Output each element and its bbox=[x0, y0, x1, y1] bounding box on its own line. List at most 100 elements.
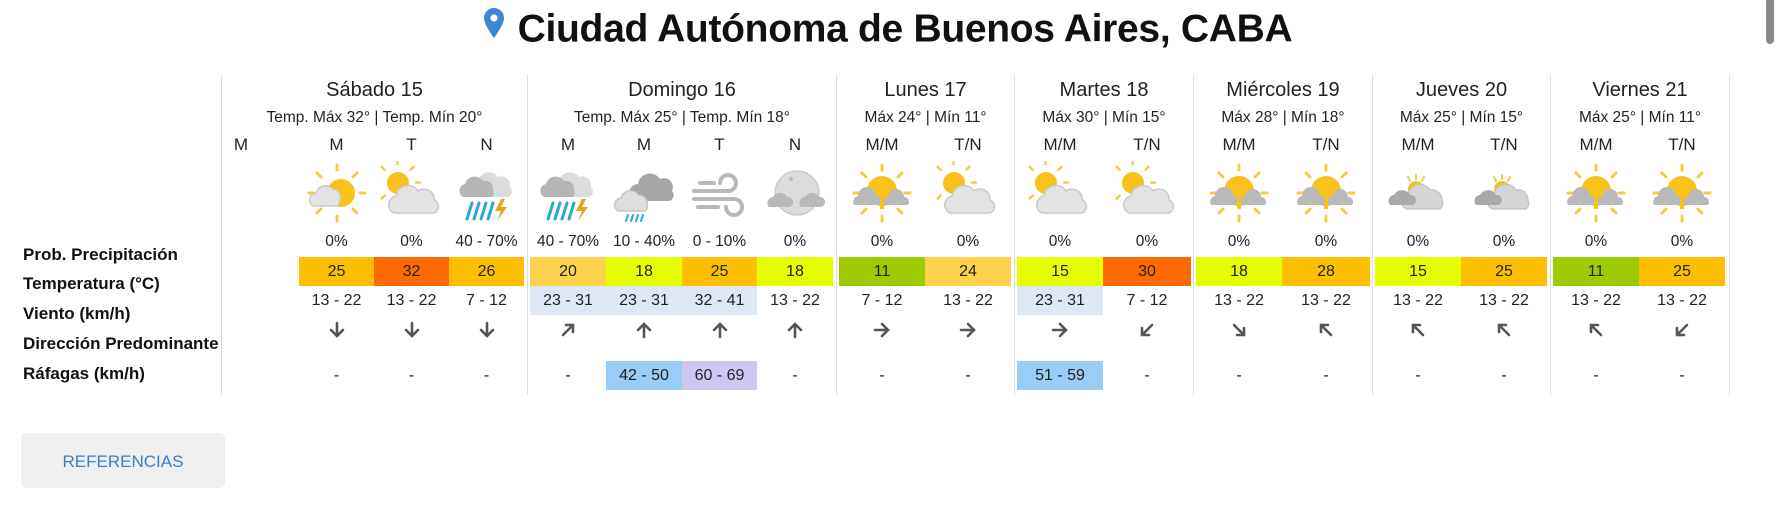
period-column: T 0 - 10% 25 32 - 41 60 - 69 bbox=[682, 75, 757, 395]
arrow-up-icon bbox=[682, 320, 757, 344]
day-temps: Máx 24° | Mín 11° bbox=[864, 109, 987, 126]
gust-value: - bbox=[1323, 367, 1329, 384]
references-button[interactable]: REFERENCIAS bbox=[21, 433, 225, 488]
label-gusts: Ráfagas (km/h) bbox=[23, 364, 145, 383]
day-name: Lunes 17 bbox=[884, 79, 967, 101]
gust-value: - bbox=[879, 367, 885, 384]
wind-value: 23 - 31 bbox=[1017, 286, 1103, 315]
arrow-southwest-icon bbox=[1639, 320, 1725, 344]
temp-cell: 15 bbox=[1375, 257, 1461, 286]
wind-value: 13 - 22 bbox=[1214, 292, 1264, 309]
temp-cell: 28 bbox=[1282, 257, 1370, 286]
precip-value: 0% bbox=[1314, 233, 1338, 250]
temp-cell: 18 bbox=[606, 257, 682, 286]
location-pin-icon bbox=[483, 4, 504, 48]
period-label: M/M bbox=[1222, 135, 1256, 154]
arrow-up-icon bbox=[757, 320, 833, 344]
sun-partly-cloudy-icon bbox=[1564, 161, 1628, 225]
day-temps: Temp. Máx 25° | Temp. Mín 18° bbox=[573, 109, 790, 126]
cloud-light-rain-icon bbox=[612, 161, 676, 225]
period-column: M bbox=[222, 75, 259, 395]
precip-value: 0 - 10% bbox=[692, 233, 747, 250]
day-name: Martes 18 bbox=[1059, 79, 1149, 101]
period-label: M bbox=[560, 135, 576, 154]
precip-value: 40 - 70% bbox=[455, 233, 518, 250]
precip-value: 0% bbox=[1670, 233, 1694, 250]
day-name: Domingo 16 bbox=[628, 79, 736, 101]
precip-value: 0% bbox=[1492, 233, 1516, 250]
arrow-right-icon bbox=[925, 320, 1011, 344]
gust-value: - bbox=[565, 367, 571, 384]
period-label: T/N bbox=[954, 135, 982, 154]
precip-value: 10 - 40% bbox=[612, 233, 676, 250]
day-sabado-15: Sábado 15 Temp. Máx 32° | Temp. Mín 20° bbox=[222, 75, 527, 395]
period-column: M/M 0% 18 13 - 22 - bbox=[1196, 75, 1282, 395]
wind-value: 13 - 22 bbox=[1657, 292, 1707, 309]
day-sabado-periods: M M 0% 25 13 - 22 - T 0% 32 13 - 22 - N … bbox=[222, 75, 527, 395]
period-column: T 0% 32 13 - 22 - bbox=[373, 75, 449, 395]
label-direction: Dirección Predominante bbox=[23, 334, 219, 353]
period-column: T/N 0% 30 7 - 12 - bbox=[1103, 75, 1191, 395]
gust-value: - bbox=[1593, 367, 1599, 384]
period-label: M bbox=[329, 135, 344, 154]
arrow-northeast-icon bbox=[530, 320, 606, 344]
period-column: M 40 - 70% 20 23 - 31 - bbox=[530, 75, 606, 395]
period-column: T/N 0% 24 13 - 22 - bbox=[925, 75, 1011, 395]
location-title: Ciudad Autónoma de Buenos Aires, CABA bbox=[517, 7, 1293, 51]
scrollbar[interactable] bbox=[1762, 0, 1776, 511]
temp-cell: 25 bbox=[299, 257, 374, 286]
sun-partly-cloudy-icon bbox=[1650, 161, 1714, 225]
period-column: M 10 - 40% 18 23 - 31 42 - 50 bbox=[606, 75, 682, 395]
wind-value: 32 - 41 bbox=[682, 286, 757, 315]
arrow-northwest-icon bbox=[1553, 320, 1639, 344]
day-miercoles-19: Miércoles 19 Máx 28° | Mín 18° M/M 0% 18… bbox=[1194, 75, 1372, 395]
label-precip: Prob. Precipitación bbox=[23, 245, 178, 264]
day-temps: Temp. Máx 32° | Temp. Mín 20° bbox=[266, 109, 483, 126]
wind-value: 23 - 31 bbox=[606, 286, 682, 315]
period-label: N bbox=[788, 135, 802, 154]
temp-cell: 25 bbox=[682, 257, 757, 286]
divider bbox=[1014, 75, 1015, 395]
scrollbar-thumb[interactable] bbox=[1766, 0, 1774, 44]
period-label: T/N bbox=[1668, 135, 1696, 154]
day-temps: Máx 28° | Mín 18° bbox=[1221, 109, 1345, 126]
period-column: M/M 0% 15 23 - 31 51 - 59 bbox=[1017, 75, 1103, 395]
day-name: Viernes 21 bbox=[1592, 79, 1688, 101]
precip-value: 0% bbox=[400, 233, 423, 250]
cloudy-sun-icon bbox=[1386, 161, 1450, 225]
period-column: N 0% 18 13 - 22 - bbox=[757, 75, 833, 395]
divider bbox=[1550, 75, 1551, 395]
day-jueves-20: Jueves 20 Máx 25° | Mín 15° M/M 0% 15 13… bbox=[1373, 75, 1550, 395]
period-label: M/M bbox=[865, 135, 899, 154]
period-label: M/M bbox=[1401, 135, 1435, 154]
arrow-northwest-icon bbox=[1282, 320, 1370, 344]
wind-value: 13 - 22 bbox=[1393, 292, 1443, 309]
sun-partly-cloudy-icon bbox=[1207, 161, 1271, 225]
day-name: Miércoles 19 bbox=[1226, 79, 1340, 101]
temp-cell: 18 bbox=[1196, 257, 1282, 286]
sun-partly-cloudy-icon bbox=[1294, 161, 1358, 225]
temp-cell: 15 bbox=[1017, 257, 1103, 286]
gust-value: - bbox=[483, 367, 490, 384]
divider bbox=[1372, 75, 1373, 395]
temp-cell: 30 bbox=[1103, 257, 1191, 286]
divider bbox=[527, 75, 528, 395]
temp-cell: 26 bbox=[449, 257, 524, 286]
temp-cell: 20 bbox=[530, 257, 606, 286]
divider bbox=[836, 75, 837, 395]
gust-value: - bbox=[792, 367, 798, 384]
label-temp: Temperatura (°C) bbox=[23, 274, 160, 293]
gust-value: 42 - 50 bbox=[606, 361, 682, 390]
wind-value: 7 - 12 bbox=[466, 292, 507, 309]
gust-value: - bbox=[965, 367, 971, 384]
thunderstorm-rain-icon bbox=[536, 161, 600, 225]
temp-cell: 11 bbox=[839, 257, 925, 286]
gust-value: - bbox=[408, 367, 415, 384]
sun-behind-cloud-icon bbox=[373, 158, 444, 225]
divider bbox=[1193, 75, 1194, 395]
period-column: M/M 0% 11 13 - 22 - bbox=[1553, 75, 1639, 395]
wind-value: 13 - 22 bbox=[1301, 292, 1351, 309]
sun-behind-cloud-icon bbox=[930, 158, 1000, 225]
temp-cell: 11 bbox=[1553, 257, 1639, 286]
arrow-right-icon bbox=[839, 320, 925, 344]
